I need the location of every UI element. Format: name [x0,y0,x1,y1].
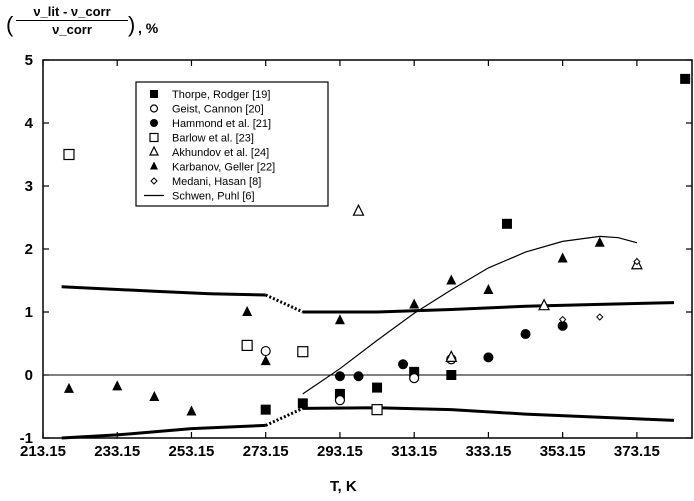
data-point-s5-p5 [260,355,271,366]
data-point-s4-p0 [352,203,365,216]
y-tick-label: 4 [25,115,34,132]
x-tick-label: 373.15 [614,443,660,460]
legend-entry-0: Thorpe, Rodger [19] [172,89,270,101]
y-tick-label: 1 [25,304,33,321]
legend-marker-5 [150,161,158,170]
data-point-s4-p1 [445,350,458,362]
legend: Thorpe, Rodger [19] Geist, Cannon [20] Ham… [135,81,329,207]
data-points [63,73,691,416]
upper-band-left [61,285,266,297]
y-axis-label: ( ν_lit - ν_corr ν_corr ) , % [6,4,176,52]
upper-band-right [302,301,675,314]
legend-marker-2 [150,119,158,127]
legend-marker-3 [149,132,159,143]
data-point-s0-p2 [334,388,345,399]
data-point-s2-p5 [557,320,568,331]
data-point-s5-p9 [483,283,494,294]
data-point-s1-p0 [260,345,271,357]
data-point-s2-p4 [520,329,531,340]
data-point-s0-p6 [501,218,512,229]
upper-band-dotted-join [265,293,304,314]
y-tick-label: 0 [25,367,33,384]
data-point-s5-p0 [63,382,74,393]
data-point-s0-p1 [297,398,308,409]
data-point-s5-p7 [409,298,420,309]
y-label-paren-right: ) [128,12,136,37]
data-point-s0-p3 [372,382,383,393]
y-tick-label: 2 [25,241,33,258]
data-point-s2-p2 [398,359,409,370]
data-point-s6-p0 [558,315,567,324]
y-label-unit: , % [138,20,159,36]
x-tick-label: 273.15 [243,443,289,460]
y-label-paren-left: ( [6,12,14,37]
legend-marker-6 [150,177,158,185]
data-point-s5-p8 [446,274,457,285]
data-point-s2-p3 [483,352,494,363]
data-point-s3-p0 [63,148,75,161]
x-tick-label: 233.15 [94,443,140,460]
legend-marker-1 [149,104,159,113]
x-tick-label: 293.15 [317,443,363,460]
lower-band-left [61,423,266,440]
x-tick-label: 213.15 [20,443,66,460]
y-tick-label: -1 [20,430,33,447]
lower-band-dotted-join [265,407,304,427]
legend-entry-4: Akhundov et al. [24] [172,147,269,159]
legend-entry-3: Barlow et al. [23] [172,133,254,145]
data-point-s6-p2 [633,257,641,266]
legend-entry-6: Medani, Hasan [8] [172,176,261,188]
data-point-s5-p3 [186,405,197,416]
data-point-s5-p10 [557,252,568,263]
series-line-7 [302,235,638,395]
data-point-s5-p11 [594,236,605,247]
data-point-s0-p5 [446,370,457,380]
legend-entry-2: Hammond et al. [21] [172,118,271,130]
uncertainty-bands [61,285,675,440]
y-tick-label: 5 [25,52,33,69]
lower-band-right [302,406,675,422]
y-label-denominator: ν_corr [52,22,92,37]
legend-box [135,81,329,207]
schwen-puhl-line [302,235,638,395]
data-point-s3-p3 [371,404,383,416]
y-label-numerator: ν_lit - ν_corr [16,4,128,21]
x-tick-label: 313.15 [391,443,437,460]
legend-entry-5: Karbanov, Geller [22] [172,162,275,174]
data-point-s3-p1 [241,339,253,351]
x-tick-label: 253.15 [169,443,215,460]
legend-marker-4 [149,145,159,156]
data-point-s5-p1 [112,380,123,391]
data-point-s5-p6 [334,314,345,325]
data-point-s0-p7 [680,73,691,84]
data-point-s1-p1 [334,395,346,406]
data-point-s0-p4 [409,366,420,377]
y-label-fraction: ν_lit - ν_corr ν_corr [16,4,128,37]
tick-labels: 213.15 233.15 253.15 273.15 293.15 313.15 333.… [20,52,660,460]
data-point-s1-p2 [409,373,420,384]
x-axis-label: T, K [330,478,357,495]
y-tick-label: 3 [25,178,33,195]
data-point-s0-p0 [260,404,271,415]
data-point-s4-p2 [538,298,551,311]
data-point-s2-p1 [353,371,364,382]
x-tick-label: 333.15 [465,443,511,460]
legend-marker-0 [150,90,158,98]
legend-entry-7: Schwen, Puhl [6] [172,191,255,203]
x-tick-label: 353.15 [540,443,586,460]
data-point-s6-p1 [596,313,604,321]
data-point-s2-p0 [334,371,345,382]
data-point-s5-p2 [149,391,160,402]
data-point-s3-p2 [297,346,309,358]
legend-entry-1: Geist, Cannon [20] [172,104,264,116]
data-point-s5-p4 [242,306,253,316]
axes [42,59,693,439]
